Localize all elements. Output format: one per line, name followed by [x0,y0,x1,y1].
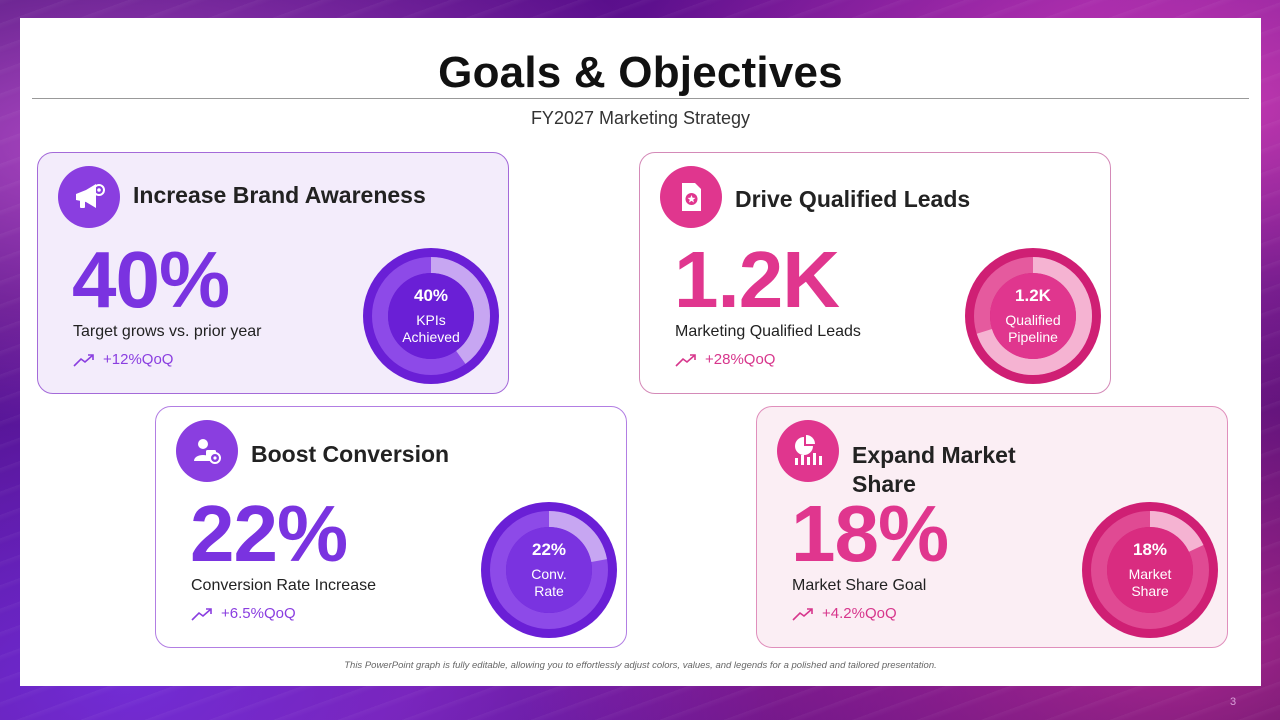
trend-text: +12%QoQ [103,351,174,368]
slide: Goals & Objectives FY2027 Marketing Stra… [20,18,1261,686]
trend: +4.2%QoQ [792,605,897,622]
trend-up-icon [73,353,94,367]
donut-value: 1.2K [1015,286,1051,305]
certificate-document-icon [660,166,722,228]
card-title-line-1: Expand Market [852,442,1016,468]
progress-donut [363,248,499,384]
metric-description: Market Share Goal [792,577,927,594]
donut-caption-1: KPIs [416,312,446,328]
donut-value: 40% [413,286,449,305]
donut-value: 18% [1132,540,1168,559]
progress-donut [481,502,617,638]
footnote: This PowerPoint graph is fully editable,… [344,660,937,671]
title-divider [32,98,1249,99]
trend: +6.5%QoQ [191,605,296,622]
trend: +28%QoQ [675,351,775,368]
card-title: Expand Market Share [852,441,1072,499]
metric-description: Conversion Rate Increase [191,577,376,594]
card-title: Drive Qualified Leads [735,186,971,212]
donut-value: 22% [531,540,567,559]
progress-donut [1082,502,1218,638]
metric-value: 22% [190,489,348,578]
card-title: Increase Brand Awareness [133,182,426,208]
trend-text: +6.5%QoQ [221,605,296,622]
card-title-line-2: Share [852,471,916,497]
metric-description: Target grows vs. prior year [73,323,262,340]
donut-caption-1: Conv. [531,566,567,582]
metric-value: 1.2K [674,235,840,324]
donut-label: 22% Conv. Rate [479,500,619,640]
trend-text: +28%QoQ [705,351,776,368]
donut-caption-1: Qualified [1005,312,1061,328]
page-number: 3 [1230,696,1237,708]
card-brand-awareness: Increase Brand Awareness 40% Target grow… [37,152,509,394]
trend-up-icon [191,607,212,621]
trend-up-icon [675,353,696,367]
donut-label: 40% KPIs Achieved [361,246,501,386]
donut-caption-2: Achieved [402,329,460,345]
trend-text: +4.2%QoQ [822,605,897,622]
page-subtitle: FY2027 Marketing Strategy [530,108,751,128]
trend-up-icon [792,607,813,621]
donut-caption-2: Rate [534,583,564,599]
donut-caption-2: Pipeline [1008,329,1058,345]
page-title: Goals & Objectives [438,48,843,97]
progress-donut [965,248,1101,384]
trend: +12%QoQ [73,351,173,368]
megaphone-gear-icon [58,166,120,228]
metric-value: 18% [791,489,949,578]
donut-label: 18% Market Share [1080,500,1220,640]
card-market-share: Expand Market Share 18% Market Share Goa… [756,406,1228,648]
donut-caption-2: Share [1131,583,1169,599]
donut-caption-1: Market [1128,566,1172,582]
metric-description: Marketing Qualified Leads [675,323,861,340]
user-gear-icon [176,420,238,482]
card-qualified-leads: Drive Qualified Leads 1.2K Marketing Qua… [639,152,1111,394]
donut-label: 1.2K Qualified Pipeline [963,246,1103,386]
card-boost-conversion: Boost Conversion 22% Conversion Rate Inc… [155,406,627,648]
pie-bar-chart-icon [777,420,839,482]
card-title: Boost Conversion [251,441,450,467]
metric-value: 40% [72,235,230,324]
